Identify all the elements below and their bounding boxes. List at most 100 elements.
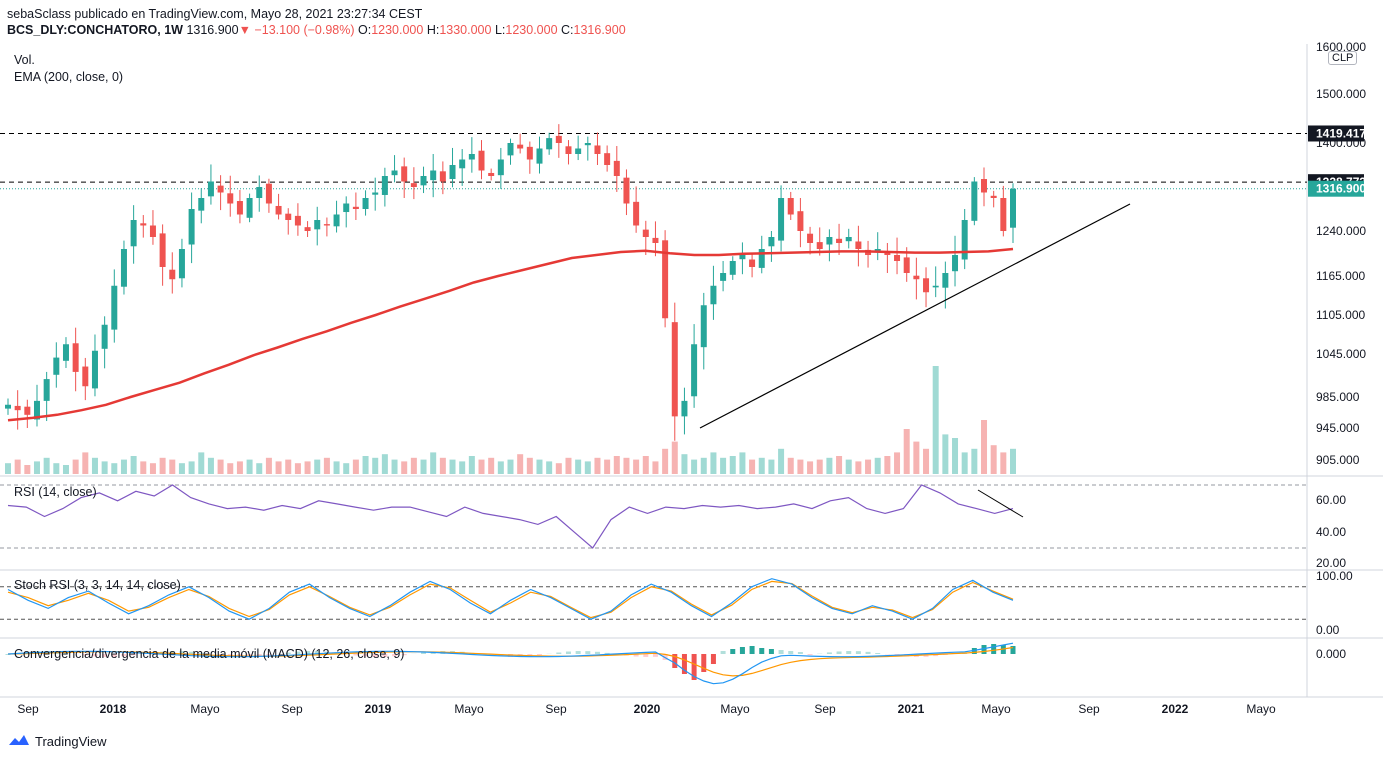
volume-bar [923, 448, 930, 474]
candle-body [729, 261, 736, 275]
volume-bar [140, 461, 147, 474]
macd-histogram-bar [314, 651, 320, 654]
macd-histogram-bar [256, 654, 262, 657]
volume-bar [130, 456, 137, 474]
volume-bar [159, 457, 166, 474]
stoch-indicator-label[interactable]: Stoch RSI (3, 3, 14, 14, close) [14, 578, 181, 592]
candle-body [507, 143, 514, 156]
volume-bar [5, 463, 11, 474]
macd-histogram-bar [778, 650, 784, 654]
candle-body [797, 211, 804, 231]
macd-histogram-bar [633, 654, 639, 657]
candle-body [304, 227, 311, 231]
candle-body [343, 203, 350, 213]
candle-body [652, 237, 659, 243]
volume-bar [749, 459, 756, 474]
time-axis[interactable]: Sep 2018 Mayo Sep 2019 Mayo Sep 2020 Mayo Sep 2021… [17, 702, 1276, 716]
candle-body [198, 198, 205, 211]
volume-bar [43, 457, 50, 474]
time-tick-label: Mayo [1246, 702, 1276, 716]
macd-pane: 0.000 [5, 642, 1346, 685]
macd-histogram-bar [372, 654, 378, 657]
candle-body [845, 237, 852, 242]
trendline[interactable] [699, 203, 1131, 429]
candle-body [710, 285, 717, 305]
candle-body [575, 148, 582, 154]
ema-indicator-label[interactable]: EMA (200, close, 0) [14, 70, 124, 84]
macd-histogram-bar [305, 651, 311, 654]
time-tick-label: Mayo [190, 702, 220, 716]
macd-histogram-bar [353, 654, 359, 656]
down-arrow-icon: ▼ [238, 23, 251, 37]
macd-histogram-bar [227, 654, 233, 657]
volume-bar [304, 461, 311, 474]
candle-body [24, 406, 31, 415]
volume-bar [207, 457, 214, 474]
candle-body [855, 241, 862, 249]
candle-body [536, 148, 543, 164]
volume-bar [488, 457, 495, 474]
candle-body [72, 343, 79, 372]
volume-bar [294, 463, 301, 474]
volume-bar [323, 457, 330, 474]
candle-body [381, 176, 388, 195]
volume-bar [942, 434, 949, 474]
candle-body [836, 238, 843, 243]
macd-histogram-bar [565, 651, 571, 654]
volume-bar [497, 461, 504, 474]
rsi-tick-label: 40.00 [1316, 525, 1346, 539]
macd-indicator-label[interactable]: Convergencia/divergencia de la media móv… [14, 647, 405, 661]
volume-bar [381, 454, 388, 474]
volume-bar [884, 456, 891, 474]
volume-bar [285, 459, 292, 474]
volume-bar [101, 461, 108, 474]
volume-bar [990, 445, 997, 474]
macd-histogram-bar [652, 654, 658, 657]
candle-body [952, 255, 959, 272]
volume-bar [14, 459, 21, 474]
candle-body [807, 233, 814, 243]
volume-bar [642, 456, 649, 474]
candle-body [923, 278, 930, 293]
time-tick-label: Sep [814, 702, 836, 716]
candle-body [391, 170, 398, 176]
volume-bar [256, 463, 263, 474]
volume-bar [555, 463, 562, 474]
volume-bar [768, 459, 775, 474]
macd-histogram-bar [382, 654, 388, 657]
vol-indicator-label[interactable]: Vol. [14, 53, 35, 67]
candle-body [439, 171, 446, 182]
macd-histogram-bar [401, 654, 407, 656]
open-value: 1230.000 [371, 23, 424, 37]
volume-bar [439, 457, 446, 474]
rsi-trendline [977, 489, 1024, 518]
candle-body [884, 252, 891, 255]
candle-body [488, 172, 495, 176]
candle-body [478, 150, 485, 171]
candle-body [1010, 188, 1016, 228]
volume-bar [82, 452, 89, 474]
time-tick-label: Sep [545, 702, 567, 716]
price-axis[interactable]: 905.000 945.000 985.000 1045.000 1105.000 116… [1316, 40, 1366, 467]
volume-bar [778, 448, 785, 474]
currency-badge[interactable]: CLP [1328, 51, 1358, 65]
volume-bar [372, 457, 379, 474]
candle-body [314, 220, 321, 230]
time-tick-label: Mayo [720, 702, 750, 716]
rsi-pane: 60.00 40.00 20.00 [0, 484, 1346, 570]
candle-body [990, 195, 997, 198]
candle-body [362, 198, 369, 209]
price-tick-label: 1500.000 [1316, 87, 1366, 101]
price-tick-label: 1045.000 [1316, 347, 1366, 361]
macd-histogram-bar [102, 654, 108, 657]
symbol[interactable]: BCS_DLY:CONCHATORO, 1W [7, 23, 183, 37]
stoch-tick-label: 0.00 [1316, 623, 1340, 637]
footer-brand[interactable]: TradingView [8, 733, 107, 750]
volume-bar [362, 456, 369, 474]
rsi-indicator-label[interactable]: RSI (14, close) [14, 485, 97, 499]
macd-histogram-bar [295, 651, 301, 654]
macd-histogram-bar [198, 652, 204, 654]
macd-histogram-bar [5, 654, 11, 655]
horizontal-levels: 1419.4171328.7731316.900 [0, 125, 1366, 197]
